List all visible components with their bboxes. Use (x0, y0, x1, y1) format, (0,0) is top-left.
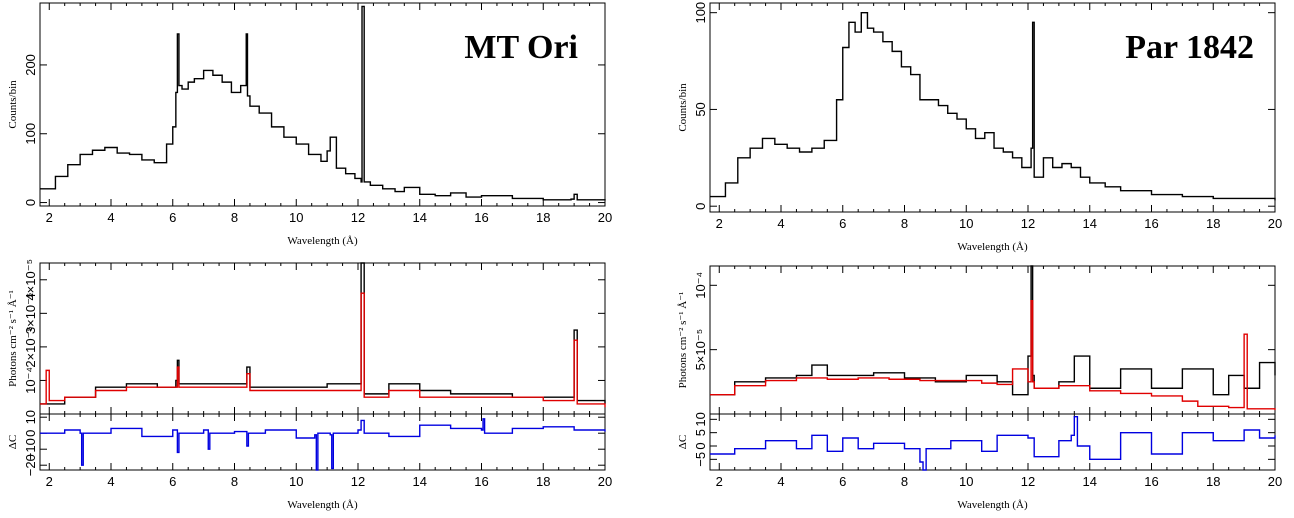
par1842-residual-panel: 2 4 6 8 10 12 14 16 18 20 −5 0 5 10 Wavelength (Å) ΔC (677, 412, 1282, 511)
y-tick-label: −10 (23, 438, 38, 460)
x-tick-label: 12 (351, 474, 365, 489)
y-axis-title: Counts/bin (7, 80, 19, 129)
x-tick-label: 6 (169, 210, 176, 225)
x-tick-label: 8 (901, 474, 908, 489)
series-line (40, 418, 606, 471)
x-tick-label: 14 (413, 210, 427, 225)
x-tick-label: 12 (1021, 216, 1035, 231)
x-tick-label: 4 (777, 216, 784, 231)
plot-frame (709, 2, 1276, 213)
y-axis-title: Photons cm⁻² s⁻¹ Å⁻¹ (7, 290, 19, 387)
x-tick-label: 10 (959, 216, 973, 231)
y-tick-label: 100 (693, 2, 708, 24)
series-line (40, 292, 606, 408)
x-tick-label: 18 (1206, 474, 1220, 489)
x-tick-label: 6 (839, 216, 846, 231)
panel-label: MT Ori (464, 29, 578, 66)
x-tick-label: 8 (901, 216, 908, 231)
x-tick-label: 10 (959, 474, 973, 489)
x-axis-title: Wavelength (Å) (287, 235, 358, 247)
x-tick-label: 2 (716, 474, 723, 489)
y-tick-label: 200 (23, 54, 38, 76)
x-tick-label: 16 (474, 210, 488, 225)
x-tick-label: 16 (474, 474, 488, 489)
x-tick-label: 20 (598, 210, 612, 225)
plot-frame (709, 265, 1276, 415)
y-axis-title: Counts/bin (677, 83, 689, 132)
x-tick-label: 14 (1083, 216, 1097, 231)
y-tick-label: 10⁻⁴ (23, 367, 38, 394)
x-tick-label: 14 (413, 474, 427, 489)
x-tick-label: 4 (777, 474, 784, 489)
x-tick-label: 18 (1206, 216, 1220, 231)
x-tick-label: 16 (1144, 216, 1158, 231)
y-tick-label: 4×10⁻⁵ (23, 259, 38, 301)
y-tick-label: 10 (693, 412, 708, 426)
y-tick-label: −20 (23, 454, 38, 476)
y-tick-label: 3×10⁻⁵ (23, 293, 38, 335)
x-tick-label: 4 (107, 474, 114, 489)
x-tick-label: 2 (46, 474, 53, 489)
x-tick-label: 2 (46, 210, 53, 225)
x-tick-label: 2 (716, 216, 723, 231)
x-axis-title: Wavelength (Å) (287, 499, 358, 511)
y-axis-title: ΔC (677, 435, 689, 449)
y-tick-label: 0 (693, 442, 708, 449)
y-tick-label: 10⁻⁴ (693, 272, 708, 299)
series-line (710, 300, 1276, 411)
y-axis-title: Photons cm⁻² s⁻¹ Å⁻¹ (677, 292, 689, 389)
mtori-residual-panel: 2 4 6 8 10 12 14 16 18 20 −20−100 10 Wavelength (Å) Δ… (7, 410, 612, 511)
y-tick-label: 2×10⁻⁵ (23, 326, 38, 368)
x-tick-label: 6 (839, 474, 846, 489)
y-tick-label: 5×10⁻⁵ (693, 329, 708, 371)
x-axis-title: Wavelength (Å) (957, 499, 1028, 511)
par1842-counts-panel: 2 4 6 8 10 12 14 16 18 20 0 50 100 Wavelength (Å) Coun… (677, 2, 1282, 253)
series-line (40, 262, 606, 405)
plot-frame (39, 2, 606, 207)
x-tick-label: 8 (231, 474, 238, 489)
x-tick-label: 18 (536, 210, 550, 225)
plot-frame (709, 413, 1276, 471)
y-tick-label: 5 (693, 429, 708, 436)
plot-frame (39, 413, 606, 471)
series-line (40, 5, 606, 201)
x-tick-label: 20 (598, 474, 612, 489)
x-tick-label: 10 (289, 210, 303, 225)
y-tick-label: −5 (693, 452, 708, 467)
x-tick-label: 12 (1021, 474, 1035, 489)
x-tick-label: 20 (1268, 216, 1282, 231)
y-tick-label: 100 (23, 123, 38, 145)
plot-frame (39, 262, 606, 415)
x-tick-label: 14 (1083, 474, 1097, 489)
series-line (710, 265, 1276, 396)
y-axis-title: ΔC (7, 435, 19, 449)
x-tick-label: 6 (169, 474, 176, 489)
par1842-flux-panel: 5×10⁻⁵ 10⁻⁴ Photons cm⁻² s⁻¹ Å⁻¹ (677, 265, 1276, 415)
y-tick-label: 0 (23, 430, 38, 437)
x-tick-label: 10 (289, 474, 303, 489)
series-line (710, 11, 1276, 201)
mtori-flux-panel: 10⁻⁴2×10⁻⁵3×10⁻⁵4×10⁻⁵ Photons cm⁻² s⁻¹ Å… (7, 259, 606, 415)
y-tick-label: 0 (23, 199, 38, 206)
y-tick-label: 0 (693, 203, 708, 210)
x-tick-label: 16 (1144, 474, 1158, 489)
y-tick-label: 10 (23, 410, 38, 424)
series-line (710, 415, 1276, 471)
x-tick-label: 20 (1268, 474, 1282, 489)
x-tick-label: 18 (536, 474, 550, 489)
x-tick-label: 8 (231, 210, 238, 225)
x-axis-title: Wavelength (Å) (957, 241, 1028, 253)
y-tick-label: 50 (693, 102, 708, 116)
x-tick-label: 4 (107, 210, 114, 225)
x-tick-label: 12 (351, 210, 365, 225)
panel-label: Par 1842 (1125, 29, 1254, 66)
